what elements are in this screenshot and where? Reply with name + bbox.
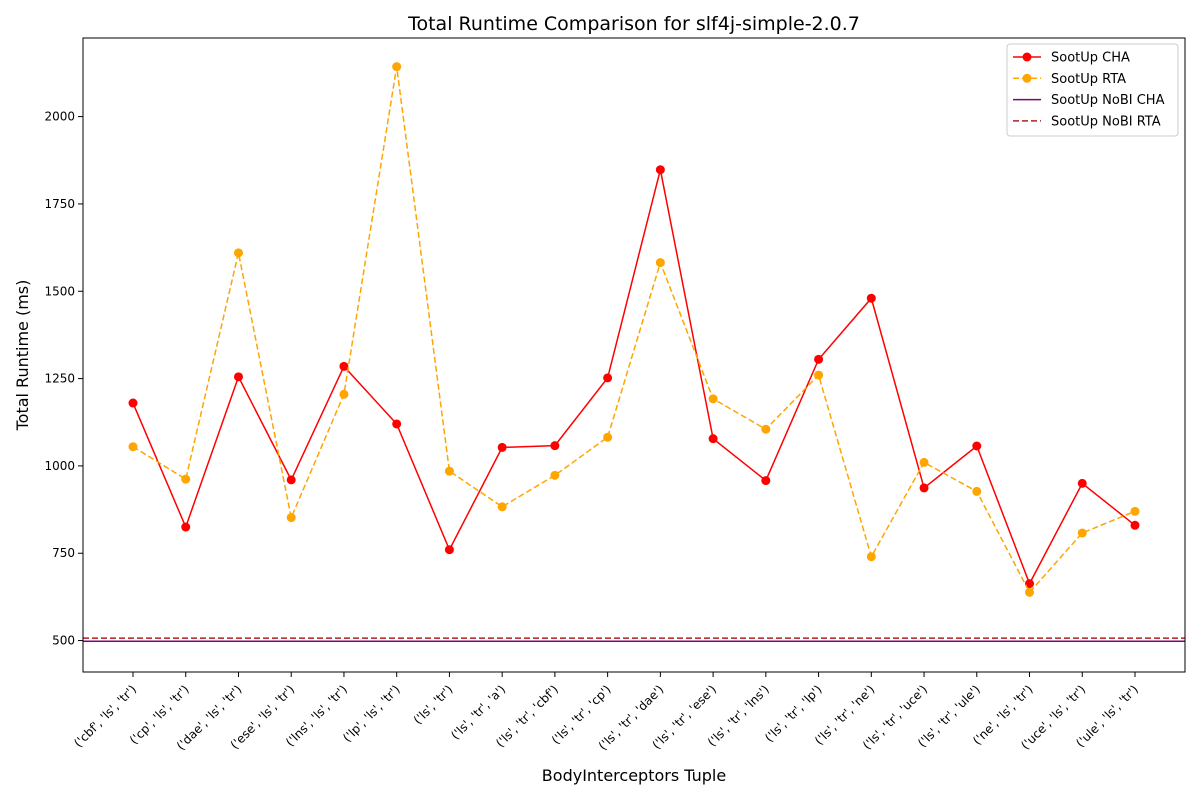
data-point: [761, 476, 771, 486]
legend-label-2: SootUp NoBI CHA: [1051, 93, 1165, 108]
data-point: [1077, 528, 1087, 538]
data-point: [497, 442, 507, 452]
data-point: [655, 165, 665, 175]
data-point: [392, 419, 402, 429]
data-point: [972, 441, 982, 451]
data-point: [1025, 579, 1035, 589]
data-point: [708, 394, 718, 404]
data-point: [972, 486, 982, 496]
data-point: [866, 552, 876, 562]
y-tick-label: 1250: [44, 372, 75, 386]
data-point: [128, 398, 138, 408]
legend-label-1: SootUp RTA: [1051, 72, 1126, 87]
data-point: [286, 475, 296, 485]
legend: SootUp CHA SootUp RTA SootUp NoBI CHA SootU…: [1006, 43, 1179, 137]
legend-marker-1: [1022, 73, 1032, 83]
data-point: [1025, 587, 1035, 597]
data-point: [286, 513, 296, 523]
data-point: [181, 522, 191, 532]
data-point: [919, 483, 929, 493]
data-point: [708, 434, 718, 444]
y-tick-label: 500: [52, 634, 75, 648]
data-point: [550, 441, 560, 451]
data-point: [339, 361, 349, 371]
y-tick-label: 1000: [44, 459, 75, 473]
y-tick-label: 2000: [44, 110, 75, 124]
data-point: [233, 372, 243, 382]
data-point: [550, 470, 560, 480]
data-point: [603, 432, 613, 442]
plot-marks: [83, 62, 1185, 643]
series-line-1: [132, 66, 1136, 594]
data-point: [339, 389, 349, 399]
data-point: [919, 457, 929, 467]
chart-title: Total Runtime Comparison for slf4j-simpl…: [407, 13, 860, 35]
y-tick-label: 750: [52, 546, 75, 560]
data-point: [392, 62, 402, 72]
data-point: [866, 293, 876, 303]
data-point: [761, 424, 771, 434]
y-tick-label: 1500: [44, 284, 75, 298]
legend-marker-0: [1022, 52, 1032, 62]
y-tick-label: 1750: [44, 197, 75, 211]
data-point: [1077, 478, 1087, 488]
data-point: [655, 258, 665, 268]
series-line-0: [132, 169, 1136, 586]
data-point: [603, 373, 613, 383]
y-axis-ticks: 500 750 1000 1250 1500 1750 2000: [44, 110, 83, 648]
data-point: [497, 502, 507, 512]
data-point: [128, 442, 138, 452]
data-point: [1130, 520, 1140, 530]
y-axis-title: Total Runtime (ms): [13, 280, 32, 432]
data-point: [1130, 506, 1140, 516]
data-point: [814, 354, 824, 364]
legend-label-3: SootUp NoBI RTA: [1051, 114, 1161, 129]
x-axis-title: BodyInterceptors Tuple: [542, 766, 726, 785]
plot-frame: [82, 37, 1186, 673]
legend-box: [1006, 43, 1179, 137]
data-point: [444, 466, 454, 476]
data-point: [233, 248, 243, 258]
data-point: [814, 370, 824, 380]
data-point: [181, 474, 191, 484]
legend-label-0: SootUp CHA: [1051, 51, 1130, 66]
data-point: [444, 545, 454, 555]
